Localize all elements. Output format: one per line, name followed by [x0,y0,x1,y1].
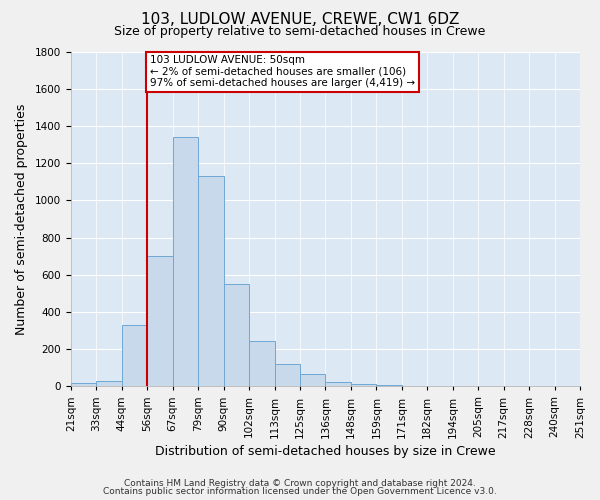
Bar [224,284,249,386]
Text: Contains HM Land Registry data © Crown copyright and database right 2024.: Contains HM Land Registry data © Crown c… [124,478,476,488]
X-axis label: Distribution of semi-detached houses by size in Crewe: Distribution of semi-detached houses by … [155,444,496,458]
Bar [249,341,275,386]
Text: Size of property relative to semi-detached houses in Crewe: Size of property relative to semi-detach… [115,25,485,38]
Bar [97,381,122,386]
Bar [147,256,173,386]
Bar [122,325,147,386]
Bar [351,384,376,386]
Bar [198,176,224,386]
Text: 103 LUDLOW AVENUE: 50sqm
← 2% of semi-detached houses are smaller (106)
97% of s: 103 LUDLOW AVENUE: 50sqm ← 2% of semi-de… [150,55,415,88]
Y-axis label: Number of semi-detached properties: Number of semi-detached properties [15,104,28,334]
Text: Contains public sector information licensed under the Open Government Licence v3: Contains public sector information licen… [103,487,497,496]
Text: 103, LUDLOW AVENUE, CREWE, CW1 6DZ: 103, LUDLOW AVENUE, CREWE, CW1 6DZ [141,12,459,28]
Bar [173,137,198,386]
Bar [71,382,97,386]
Bar [275,364,300,386]
Bar [325,382,351,386]
Bar [300,374,325,386]
